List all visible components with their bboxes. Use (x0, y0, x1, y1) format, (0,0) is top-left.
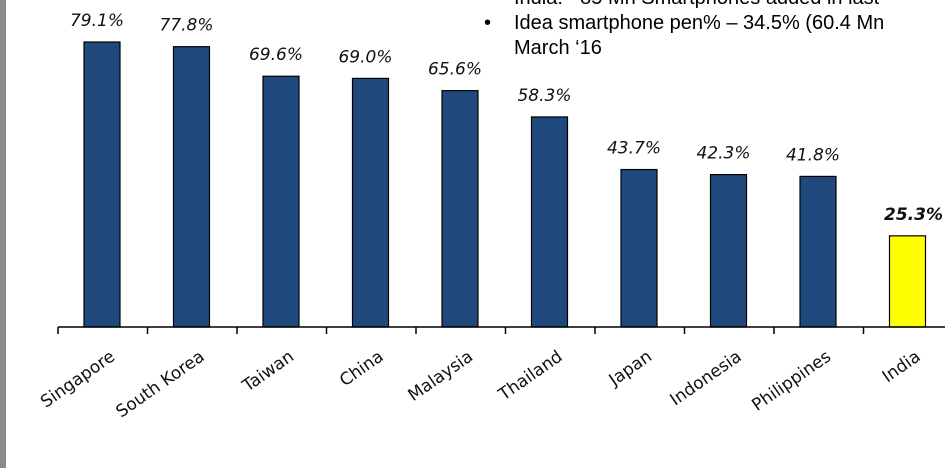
category-tick-label: India (879, 347, 925, 387)
category-tick-label: Philippines (748, 347, 835, 416)
bar (172, 46, 211, 328)
bar (351, 77, 390, 328)
bar-value-label: 58.3% (517, 86, 571, 106)
bar-value-label: 25.3% (884, 205, 943, 225)
bar-value-label: 77.8% (159, 16, 213, 36)
bar (709, 173, 748, 328)
bullet-icon: • (484, 12, 492, 34)
note-text: India: ~85 Mn Smartphones added in last (514, 0, 879, 9)
bar-value-label: 69.6% (249, 45, 303, 65)
bar-value-label: 41.8% (786, 145, 840, 165)
bar (530, 116, 569, 328)
note-item: • India: ~85 Mn Smartphones added in las… (480, 0, 945, 11)
category-tick-label: Malaysia (405, 347, 477, 406)
bar-highlight (888, 235, 927, 328)
bar (83, 41, 121, 328)
note-continuation: March ‘16 (514, 37, 602, 59)
category-tick-label: Japan (605, 347, 656, 391)
category-tick-label: South Korea (113, 347, 209, 422)
bar (620, 168, 658, 328)
note-text: Idea smartphone pen% – 34.5% (60.4 Mn (514, 12, 885, 34)
category-tick-label: China (336, 347, 387, 391)
note-item: • Idea smartphone pen% – 34.5% (60.4 Mn (480, 11, 945, 36)
slide-left-edge (0, 0, 6, 468)
bar (799, 175, 837, 328)
bar-value-label: 43.7% (607, 139, 661, 159)
bar-value-label: 69.0% (338, 47, 392, 67)
bar (262, 75, 300, 328)
bar (441, 90, 479, 328)
bar-value-label: 79.1% (70, 11, 124, 31)
category-tick-label: Thailand (494, 347, 566, 406)
notes-box: • India: ~85 Mn Smartphones added in las… (480, 0, 945, 61)
category-tick-label: Singapore (37, 347, 119, 413)
bullet-icon: • (484, 0, 491, 11)
bar-value-label: 65.6% (428, 60, 482, 80)
bar-value-label: 42.3% (696, 144, 750, 164)
category-tick-label: Indonesia (667, 347, 746, 411)
category-tick-label: Taiwan (238, 347, 298, 397)
